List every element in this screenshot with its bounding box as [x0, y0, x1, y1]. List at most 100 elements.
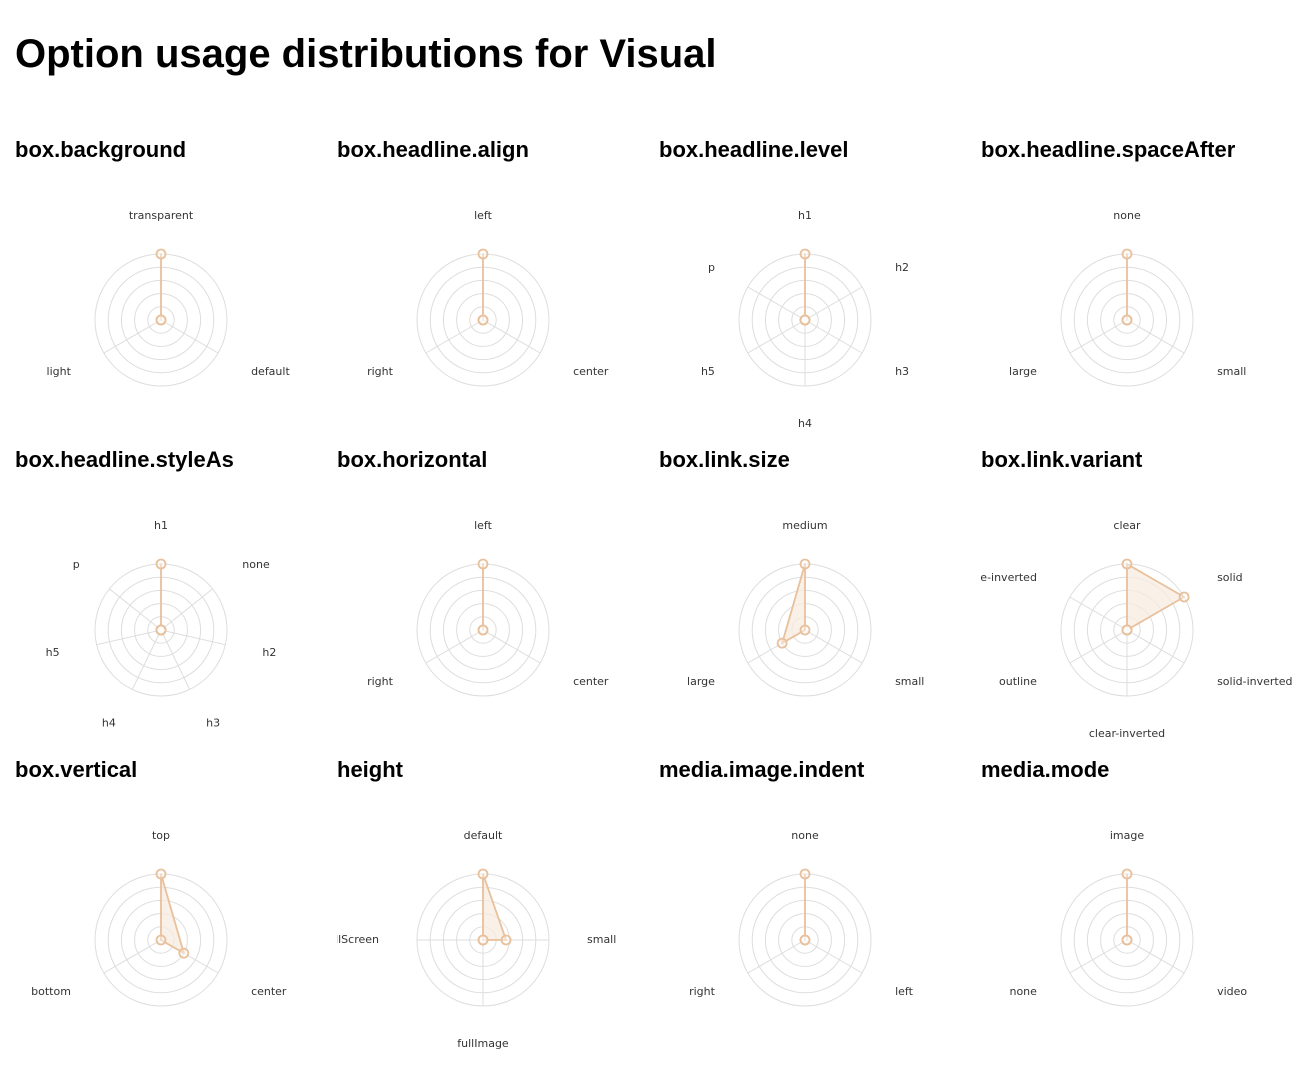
grid-spoke	[804, 319, 863, 354]
axis-label: outline	[999, 675, 1037, 688]
radar-panel-box-headline-align: box.headline.align left center right	[337, 135, 659, 445]
data-point	[799, 314, 811, 326]
grid-spoke	[1069, 596, 1128, 631]
grid-spoke	[1069, 319, 1128, 354]
grid-spoke	[103, 939, 162, 974]
axis-label: clear	[1113, 519, 1141, 532]
radar-panel-box-headline-level: box.headline.level h1 h2 h3 h4 h5 p	[659, 135, 981, 445]
radar-panel-box-headline-spaceafter: box.headline.spaceAfter none small large	[981, 135, 1296, 445]
data-point	[1121, 314, 1133, 326]
chart-title: box.headline.spaceAfter	[981, 137, 1236, 162]
axis-label: left	[895, 985, 914, 998]
radar-chart: image video none	[1009, 829, 1247, 1007]
data-point	[1121, 624, 1133, 636]
grid-spoke	[1126, 629, 1185, 664]
axis-label: video	[1217, 985, 1247, 998]
data-point	[799, 934, 811, 946]
data-point	[799, 624, 811, 636]
chart-title: box.horizontal	[337, 447, 488, 472]
data-point	[776, 637, 788, 649]
data-point	[477, 624, 489, 636]
data-point	[155, 558, 167, 570]
axis-label: p	[73, 558, 80, 571]
grid-spoke	[131, 629, 162, 690]
axis-label: none	[1009, 985, 1037, 998]
chart-title: media.mode	[981, 757, 1110, 782]
grid-spoke	[96, 629, 162, 646]
grid-spoke	[1126, 939, 1185, 974]
axis-label: default	[464, 829, 503, 842]
data-point	[799, 248, 811, 260]
radar-panel-box-headline-styleas: box.headline.styleAs h1 none h2 h3 h4 h5 p	[15, 445, 337, 755]
axis-label: h4	[102, 717, 116, 730]
data-point	[155, 314, 167, 326]
grid-spoke	[160, 319, 219, 354]
axis-label: right	[367, 675, 394, 688]
axis-label: small	[1217, 365, 1246, 378]
axis-label: fullImage	[457, 1037, 509, 1050]
chart-title: box.background	[15, 137, 187, 162]
series-area	[160, 873, 185, 955]
data-point	[1121, 248, 1133, 260]
radar-chart: h1 h2 h3 h4 h5 p	[701, 209, 909, 430]
axis-label: right	[367, 365, 394, 378]
radar-chart: top center bottom	[31, 829, 287, 1007]
data-point	[155, 868, 167, 880]
axis-label: center	[573, 365, 609, 378]
grid-spoke	[103, 319, 162, 354]
data-point	[799, 868, 811, 880]
axis-label: h4	[798, 417, 812, 430]
grid-spoke	[160, 629, 226, 646]
chart-title: box.headline.level	[659, 137, 849, 162]
chart-title: box.vertical	[15, 757, 138, 782]
radar-panel-height: height default small fullImage fullScreen	[337, 755, 659, 1065]
axis-label: h2	[262, 646, 276, 659]
chart-title: box.headline.align	[337, 137, 529, 162]
axis-label: small	[895, 675, 924, 688]
axis-label: bottom	[31, 985, 71, 998]
radar-panel-box-vertical: box.vertical top center bottom	[15, 755, 337, 1065]
data-point	[477, 558, 489, 570]
data-point	[500, 934, 512, 946]
axis-label: solid	[1217, 571, 1243, 584]
data-point	[477, 314, 489, 326]
page-title: Option usage distributions for Visual	[15, 32, 717, 76]
grid-spoke	[425, 629, 484, 664]
grid-spoke	[1126, 319, 1185, 354]
data-point	[1178, 591, 1190, 603]
radar-panel-box-link-variant: box.link.variant clear solid solid-inverted…	[981, 445, 1296, 755]
grid-spoke	[804, 939, 863, 974]
radar-chart: medium small large	[687, 519, 924, 697]
chart-title: height	[337, 757, 403, 782]
axis-label: default	[251, 365, 290, 378]
radar-chart: none left right	[689, 829, 914, 1007]
grid-spoke	[160, 629, 191, 690]
data-point	[477, 934, 489, 946]
grid-spoke	[482, 629, 541, 664]
data-point	[799, 558, 811, 570]
axis-label: large	[687, 675, 715, 688]
data-point	[155, 624, 167, 636]
radar-chart: default small fullImage fullScreen	[337, 829, 616, 1050]
axis-label: none	[1113, 209, 1141, 222]
grid-spoke	[482, 319, 541, 354]
grid-spoke	[747, 319, 806, 354]
axis-label: h3	[895, 365, 909, 378]
radar-panel-media-image-indent: media.image.indent none left right	[659, 755, 981, 1065]
axis-label: image	[1110, 829, 1144, 842]
radar-chart: transparent default light	[47, 209, 290, 387]
grid-spoke	[425, 319, 484, 354]
axis-label: right	[689, 985, 716, 998]
grid-spoke	[804, 629, 863, 664]
radar-panel-box-horizontal: box.horizontal left center right	[337, 445, 659, 755]
series-area	[482, 873, 508, 941]
grid-spoke	[109, 588, 162, 631]
axis-label: none	[791, 829, 819, 842]
grid-spoke	[747, 939, 806, 974]
axis-label: none	[242, 558, 270, 571]
axis-label: h1	[154, 519, 168, 532]
chart-title: box.link.variant	[981, 447, 1143, 472]
axis-label: h3	[206, 717, 220, 730]
axis-label: large	[1009, 365, 1037, 378]
axis-label: h1	[798, 209, 812, 222]
